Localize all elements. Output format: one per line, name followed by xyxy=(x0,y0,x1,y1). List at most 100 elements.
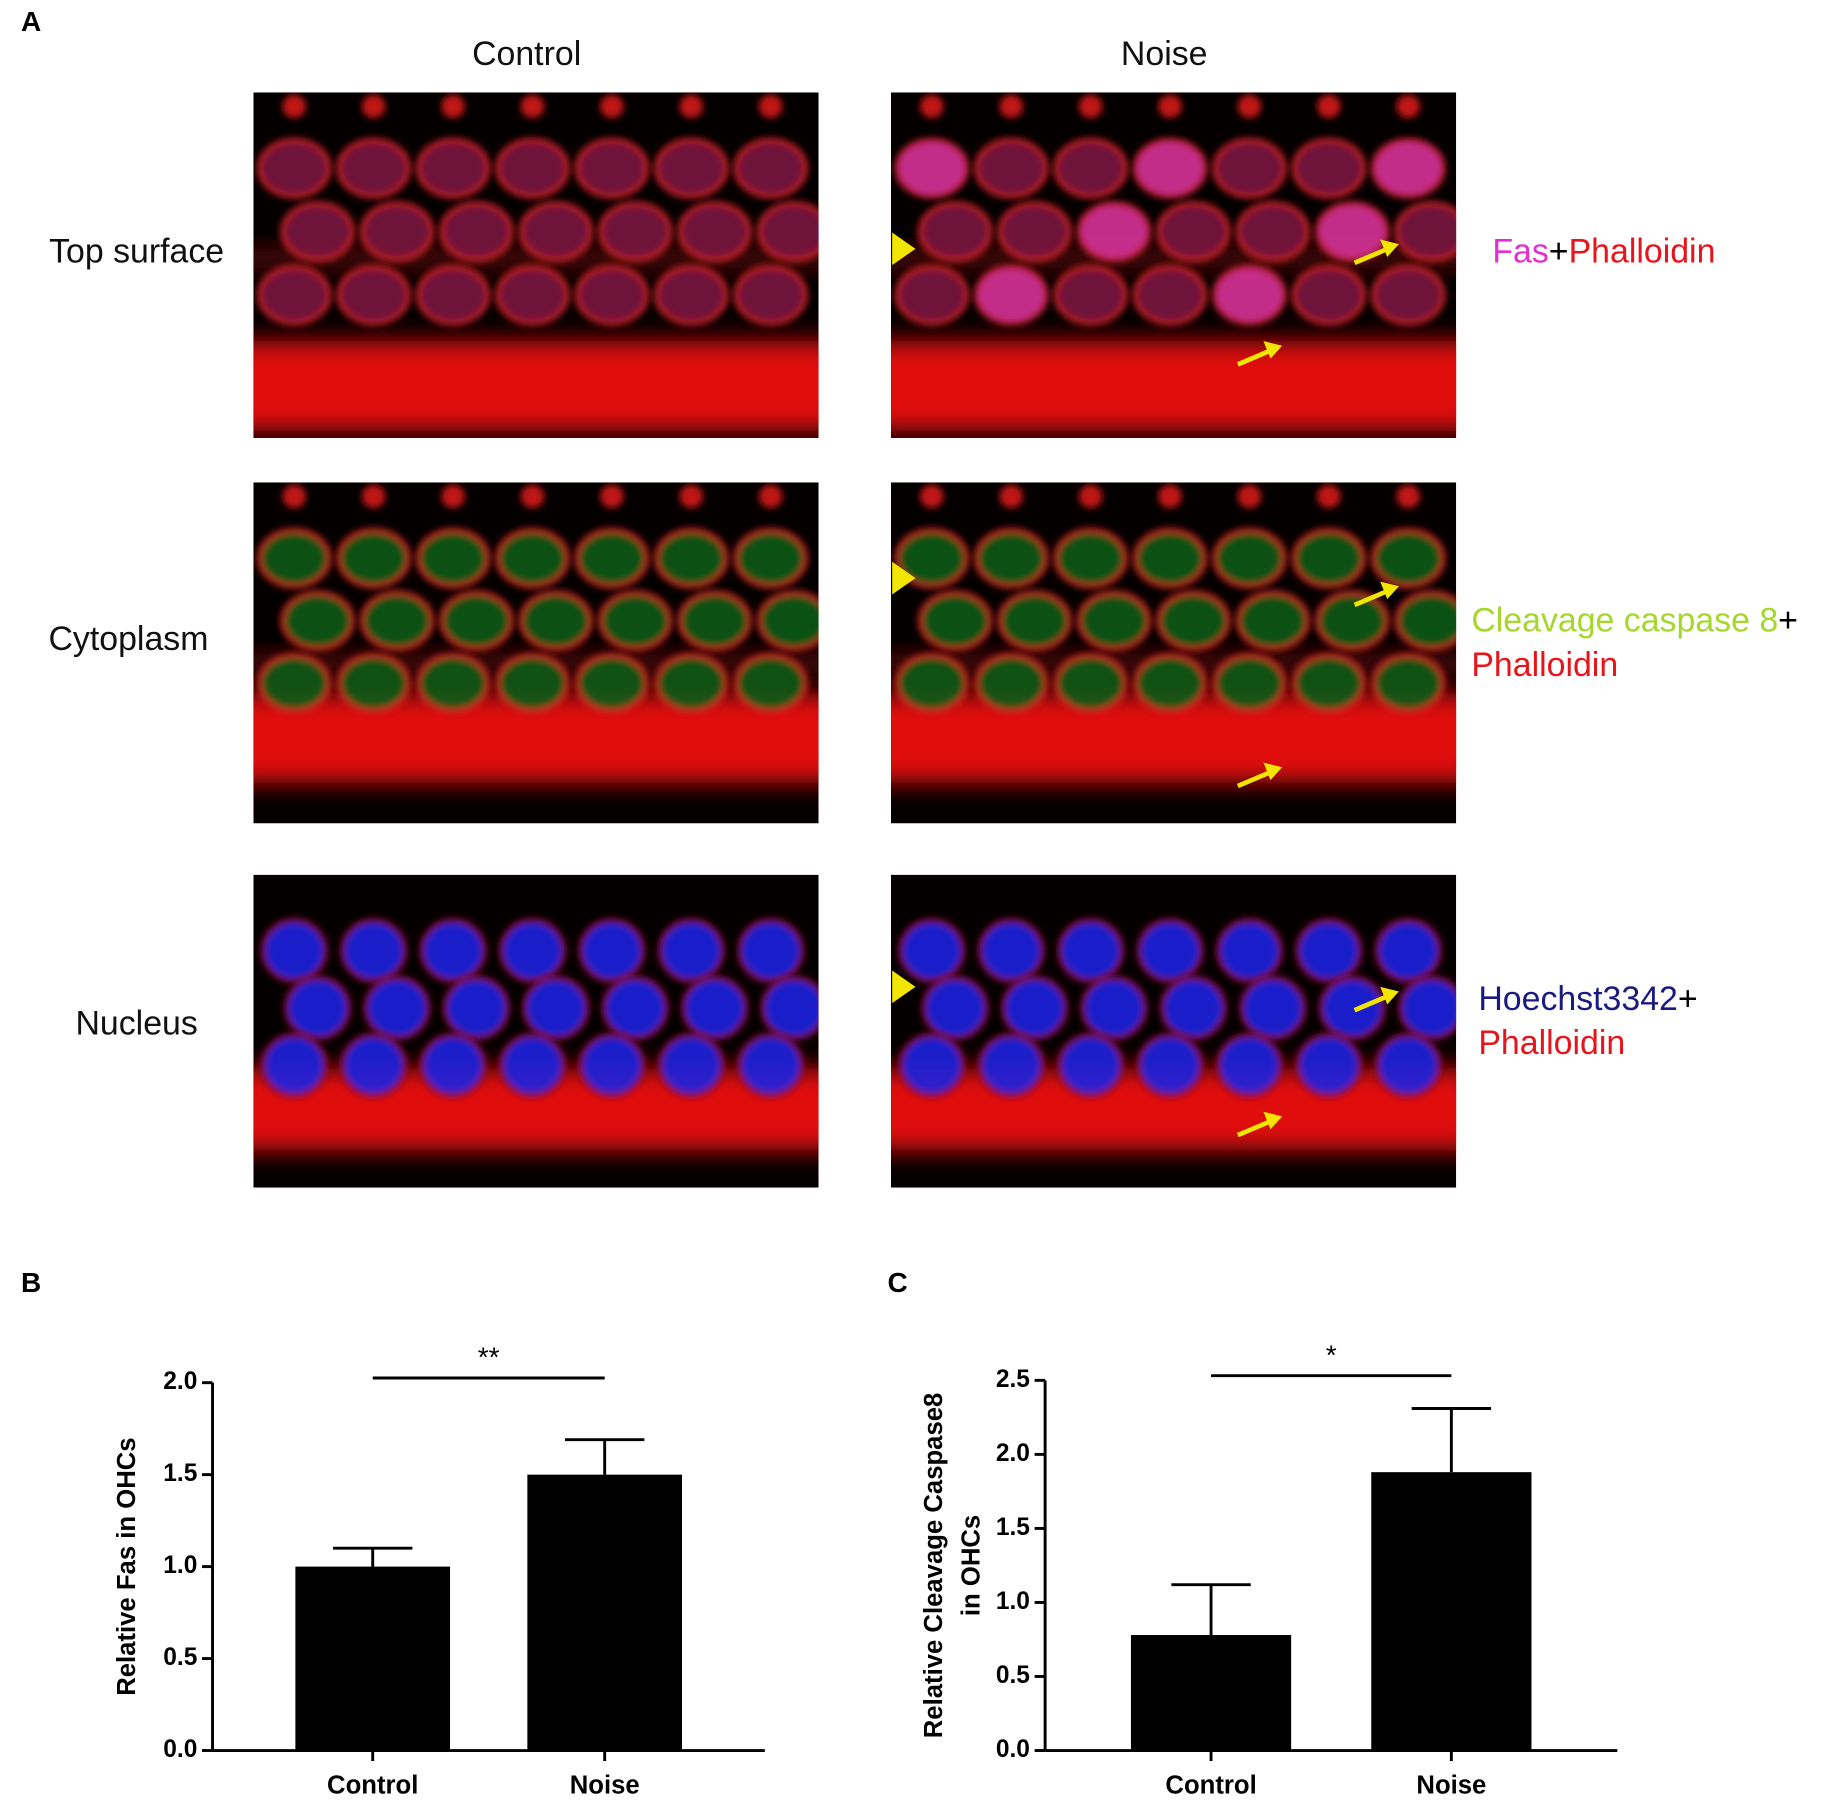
arrowhead-marker xyxy=(892,970,916,1004)
micrograph-cell xyxy=(1235,590,1311,652)
micrograph-cell xyxy=(1053,527,1129,589)
micrograph-cell xyxy=(521,975,590,1041)
micrograph-cell xyxy=(600,94,624,119)
micrograph-cell xyxy=(1295,1032,1363,1099)
micrograph-cell xyxy=(1370,264,1446,326)
y-tick-label: 0.0 xyxy=(996,1736,1030,1763)
micrograph-cell xyxy=(1370,137,1446,199)
x-tick-label: Noise xyxy=(570,1772,640,1800)
micrograph-cell xyxy=(361,94,386,119)
micrograph-cell xyxy=(574,652,650,714)
y-tick-label: 2.5 xyxy=(996,1366,1030,1393)
micrograph-cell xyxy=(574,264,650,326)
micrograph-cell xyxy=(894,652,970,714)
arrowhead-marker xyxy=(892,561,916,595)
micrograph-cell xyxy=(600,484,624,509)
micrograph-cell xyxy=(1291,137,1367,199)
micrograph-cell xyxy=(736,1032,805,1099)
micrograph-cell xyxy=(495,652,570,714)
micrograph-cell xyxy=(1317,94,1341,119)
micrograph-cell xyxy=(520,484,545,509)
y-tick-label: 1.0 xyxy=(163,1552,197,1579)
micrograph-cell xyxy=(977,1032,1046,1099)
micrograph-cell xyxy=(495,137,570,199)
micrograph-cell xyxy=(1132,527,1208,589)
micrograph-cell xyxy=(283,975,352,1041)
micrograph-cell xyxy=(921,975,990,1041)
micrograph-cell xyxy=(657,917,726,984)
micrograph-cell xyxy=(999,484,1023,509)
micrograph-cell xyxy=(578,1032,646,1099)
y-tick-label: 0.0 xyxy=(163,1736,197,1763)
stain-legend: Cleavage caspase 8+ xyxy=(1471,601,1798,639)
micrograph-cell xyxy=(1056,1032,1125,1099)
y-axis-title: Relative Cleavage Caspase8 xyxy=(920,1393,948,1739)
micrograph-cell xyxy=(1080,975,1148,1041)
micrograph xyxy=(253,482,819,824)
micrograph-cell xyxy=(920,484,944,509)
micrograph-cell xyxy=(977,917,1046,984)
micrograph-cell xyxy=(1314,201,1390,262)
arrow xyxy=(1236,770,1270,789)
micrograph-cell xyxy=(1078,94,1103,119)
micrograph-cell xyxy=(679,94,703,119)
y-axis-title: Relative Fas in OHCs xyxy=(113,1437,141,1695)
micrograph-cell xyxy=(441,94,465,119)
micrograph-cell xyxy=(336,652,412,714)
micrograph-cell xyxy=(1237,94,1262,119)
stain-legend: Phalloidin xyxy=(1471,646,1618,684)
significance-label: * xyxy=(1326,1339,1337,1370)
micrograph-cell xyxy=(894,264,970,326)
stain-legend: Phalloidin xyxy=(1478,1024,1625,1062)
micrograph-cell xyxy=(759,94,783,119)
micrograph-cell xyxy=(1314,590,1390,652)
micrograph-cell xyxy=(256,264,332,326)
micrograph-cell xyxy=(1053,652,1129,714)
micrograph-cell xyxy=(441,484,465,509)
micrograph-cell xyxy=(520,94,545,119)
micrograph-cell xyxy=(677,590,753,652)
panel-label: B xyxy=(21,1267,41,1298)
arrow xyxy=(1236,1120,1270,1138)
micrograph-cell xyxy=(1136,917,1204,984)
micrograph-cell xyxy=(498,917,567,984)
stain-name: Phalloidin xyxy=(1569,232,1716,270)
arrow xyxy=(1236,349,1270,367)
micrograph-cell xyxy=(1132,264,1208,326)
micrograph-cell xyxy=(653,137,729,199)
micrograph-cell xyxy=(574,137,650,199)
micrograph-cell xyxy=(280,201,355,262)
stain-name: Phalloidin xyxy=(1471,646,1618,684)
micrograph-cell xyxy=(1053,264,1129,326)
micrograph-cell xyxy=(439,201,514,262)
micrograph-cell xyxy=(657,1032,726,1099)
micrograph-cell xyxy=(439,590,514,652)
micrograph-cell xyxy=(260,1032,329,1099)
micrograph-cell xyxy=(997,201,1072,262)
micrograph-cell xyxy=(733,527,809,589)
micrograph-cell xyxy=(1076,201,1152,262)
micrograph-cell xyxy=(415,527,491,589)
micrograph-cell xyxy=(359,590,435,652)
micrograph-cell xyxy=(680,975,749,1041)
micrograph-cell xyxy=(1132,652,1208,714)
x-tick-label: Noise xyxy=(1416,1772,1486,1800)
bar xyxy=(295,1566,451,1751)
micrograph xyxy=(890,482,1457,824)
micrograph-cell xyxy=(363,975,431,1041)
micrograph-cell xyxy=(653,264,729,326)
micrograph-cell xyxy=(1318,975,1387,1041)
micrograph-cell xyxy=(1394,201,1457,262)
micrograph-cell xyxy=(760,975,819,1041)
bar xyxy=(1371,1472,1532,1751)
micrograph-cell xyxy=(897,1032,966,1099)
micrograph-cell xyxy=(999,94,1023,119)
micrograph xyxy=(253,874,819,1188)
x-tick-label: Control xyxy=(327,1772,418,1800)
micrograph-cell xyxy=(597,201,673,262)
arrow xyxy=(1380,581,1399,600)
micrograph-cell xyxy=(1291,652,1367,714)
micrograph-cell xyxy=(415,137,491,199)
arrow xyxy=(1263,762,1283,781)
micrograph-cell xyxy=(1156,201,1231,262)
